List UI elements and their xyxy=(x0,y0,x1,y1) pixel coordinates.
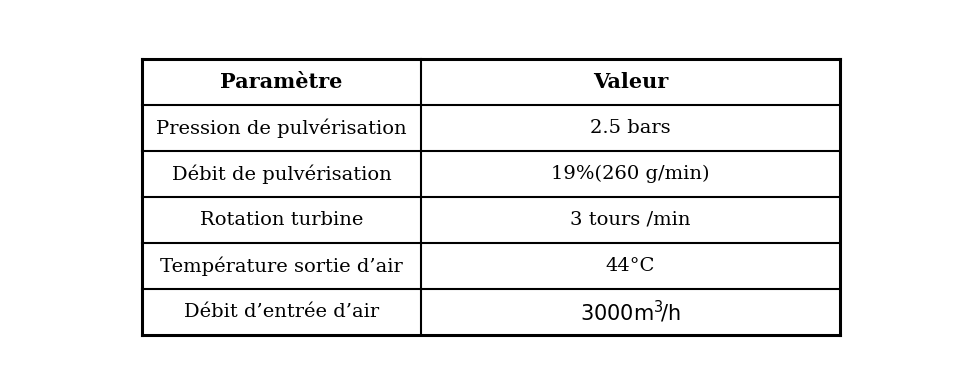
Text: Débit de pulvérisation: Débit de pulvérisation xyxy=(171,164,392,184)
Text: $\mathsf{3000m^3\!/h}$: $\mathsf{3000m^3\!/h}$ xyxy=(581,299,681,325)
Text: 2.5 bars: 2.5 bars xyxy=(590,119,671,137)
Text: 3 tours /min: 3 tours /min xyxy=(570,211,691,229)
Text: Rotation turbine: Rotation turbine xyxy=(200,211,363,229)
Text: Paramètre: Paramètre xyxy=(220,72,343,92)
Text: Pression de pulvérisation: Pression de pulvérisation xyxy=(156,118,407,138)
Text: 19%(260 g/min): 19%(260 g/min) xyxy=(551,165,710,183)
Text: 44°C: 44°C xyxy=(605,257,655,275)
Text: Débit d’entrée d’air: Débit d’entrée d’air xyxy=(184,303,379,321)
Text: Valeur: Valeur xyxy=(593,72,668,92)
Text: Température sortie d’air: Température sortie d’air xyxy=(160,256,403,276)
